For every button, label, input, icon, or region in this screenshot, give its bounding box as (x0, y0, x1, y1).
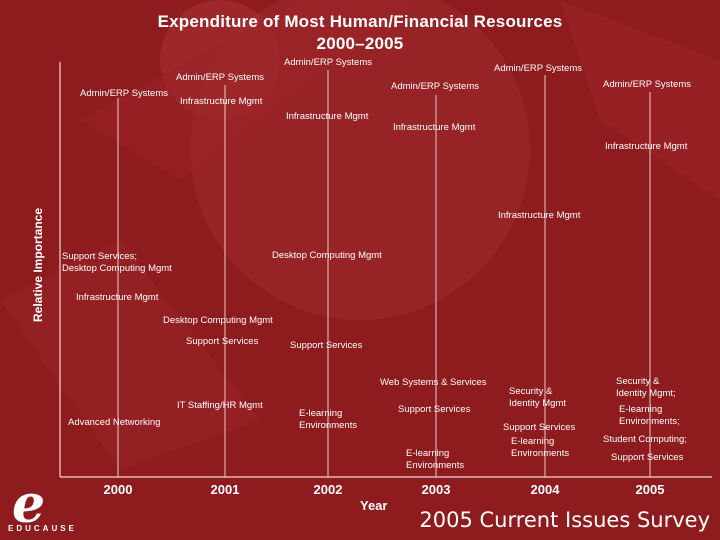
year-label-2003: 2003 (422, 482, 451, 497)
priority-label: Desktop Computing Mgmt (272, 250, 382, 261)
priority-label: Desktop Computing Mgmt (62, 263, 172, 274)
decor-shape (560, 0, 720, 200)
x-axis-label: Year (360, 498, 388, 513)
priority-label: Admin/ERP Systems (80, 88, 168, 99)
priority-label: Support Services; (62, 251, 137, 262)
priority-label: Support Services (611, 452, 684, 463)
priority-label: Infrastructure Mgmt (498, 210, 581, 221)
priority-label: Identity Mgmt (509, 398, 566, 409)
year-label-2004: 2004 (531, 482, 561, 497)
priority-label: Support Services (186, 336, 259, 347)
footer-title: 2005 Current Issues Survey (419, 508, 710, 532)
year-label-2005: 2005 (636, 482, 665, 497)
priority-label: Security & (509, 386, 553, 397)
priority-label: Web Systems & Services (380, 377, 487, 388)
priority-label: IT Staffing/HR Mgmt (177, 400, 263, 411)
priority-label: Infrastructure Mgmt (286, 111, 369, 122)
decor-shape (80, 0, 420, 180)
priority-label: Support Services (398, 404, 471, 415)
priority-label: E-learning (511, 436, 554, 447)
priority-label: E-learning (406, 448, 449, 459)
priority-label: Support Services (290, 340, 363, 351)
y-axis-label: Relative Importance (31, 207, 45, 323)
priority-label: Infrastructure Mgmt (393, 122, 476, 133)
priority-label: Environments (406, 460, 464, 471)
year-label-2000: 2000 (104, 482, 133, 497)
year-label-2002: 2002 (314, 482, 343, 497)
year-label-2001: 2001 (211, 482, 240, 497)
priority-label: Environments; (619, 416, 680, 427)
priority-label: Admin/ERP Systems (176, 72, 264, 83)
priority-label: E-learning (619, 404, 662, 415)
decor-shape (0, 240, 260, 470)
priority-label: Security & (616, 376, 660, 387)
priority-label: Infrastructure Mgmt (76, 292, 159, 303)
logo-text: EDUCAUSE (8, 524, 77, 533)
priority-label: Environments (511, 448, 569, 459)
educause-logo: e EDUCAUSE (8, 474, 77, 535)
priority-label: Admin/ERP Systems (494, 63, 582, 74)
chart-title: Expenditure of Most Human/Financial Reso… (157, 12, 563, 31)
priority-label: Desktop Computing Mgmt (163, 315, 273, 326)
chart-subtitle: 2000–2005 (316, 34, 404, 53)
priority-label: Support Services (503, 422, 576, 433)
priority-label: Advanced Networking (68, 417, 160, 428)
priority-label: Identity Mgmt; (616, 388, 676, 399)
priority-label: Infrastructure Mgmt (605, 141, 688, 152)
priority-label: Admin/ERP Systems (603, 79, 691, 90)
priority-label: Admin/ERP Systems (284, 57, 372, 68)
priority-label: Student Computing; (603, 434, 687, 445)
priority-label: Admin/ERP Systems (391, 81, 479, 92)
priority-label: Infrastructure Mgmt (180, 96, 263, 107)
priority-label: Environments (299, 420, 357, 431)
priority-label: E-learning (299, 408, 342, 419)
